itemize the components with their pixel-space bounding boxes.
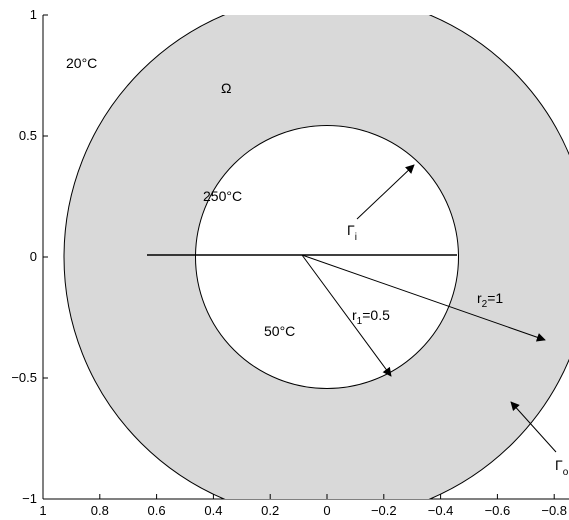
outer-boundary-circle bbox=[63, 15, 569, 499]
gamma-outer-label: Γo bbox=[555, 457, 569, 478]
annulus-domain bbox=[64, 15, 569, 499]
gamma-outer-arrow bbox=[510, 401, 557, 453]
x-tick-label: 0.8 bbox=[91, 503, 109, 518]
y-tick-label: −1 bbox=[22, 491, 37, 506]
x-tick-label: 1 bbox=[39, 503, 46, 518]
x-tick-label: −0.6 bbox=[485, 503, 511, 518]
gamma-inner-arrow bbox=[356, 164, 415, 220]
y-ticks: 1 0.5 0 −0.5 −1 bbox=[11, 7, 48, 506]
omega-label: Ω bbox=[221, 80, 231, 96]
x-tick-label: −0.2 bbox=[371, 503, 397, 518]
gamma-inner-label: Γi bbox=[347, 222, 357, 243]
x-tick-label: 0.2 bbox=[261, 503, 279, 518]
y-tick-label: 0 bbox=[30, 249, 37, 264]
x-tick-label: 0 bbox=[323, 503, 330, 518]
y-tick-label: 0.5 bbox=[19, 128, 37, 143]
y-tick-label: −0.5 bbox=[11, 370, 37, 385]
r2-label: r2=1 bbox=[477, 290, 503, 310]
x-tick-label: 0.4 bbox=[204, 503, 222, 518]
y-tick-label: 1 bbox=[30, 7, 37, 22]
lower-inner-temperature-label: 50°C bbox=[264, 323, 295, 339]
r1-label: r1=0.5 bbox=[352, 307, 390, 327]
x-ticks: 1 0.8 0.6 0.4 0.2 0 −0.2 −0.4 −0.6 −0.8 bbox=[39, 494, 567, 518]
upper-inner-temperature-label: 250°C bbox=[203, 188, 242, 204]
r1-arrow bbox=[301, 254, 392, 377]
x-tick-label: −0.8 bbox=[541, 503, 567, 518]
outside-temperature-label: 20°C bbox=[66, 55, 97, 71]
x-tick-label: −0.4 bbox=[428, 503, 454, 518]
inner-boundary-circle bbox=[195, 125, 459, 389]
x-tick-label: 0.6 bbox=[148, 503, 166, 518]
r2-arrow bbox=[301, 254, 546, 342]
